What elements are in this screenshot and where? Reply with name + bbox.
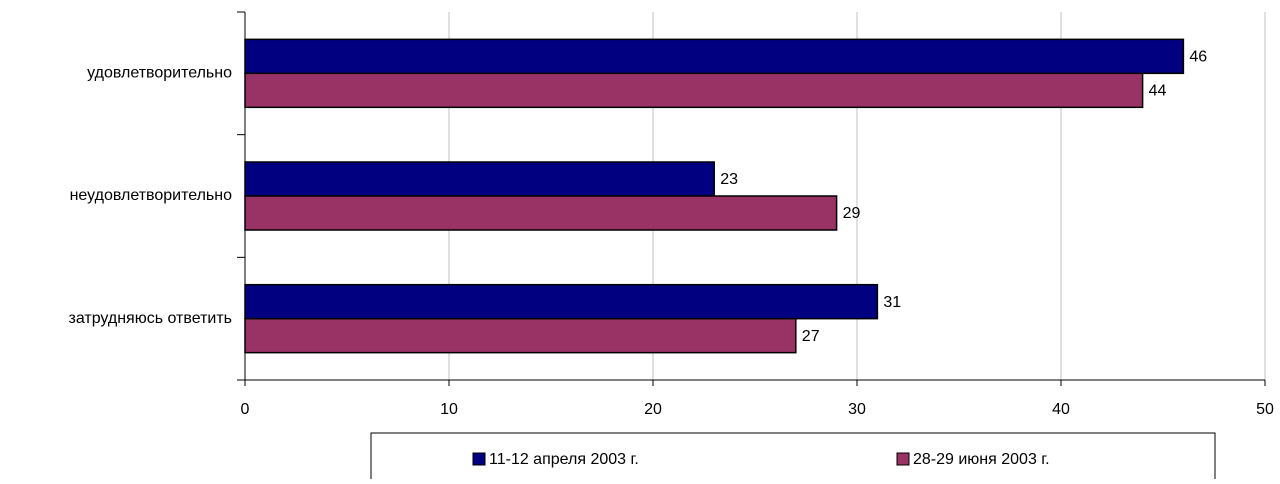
- legend-box: [370, 432, 1216, 484]
- y-tick-label: удовлетворительно: [87, 65, 232, 82]
- bar: [244, 283, 879, 320]
- x-tick-label: 50: [1256, 401, 1274, 418]
- data-label: 23: [720, 171, 738, 188]
- data-label: 31: [883, 294, 901, 311]
- data-label: 46: [1189, 49, 1207, 66]
- legend-swatch: [472, 452, 486, 466]
- bar: [244, 72, 1144, 109]
- x-tick-label: 10: [440, 401, 458, 418]
- bar: [244, 195, 838, 231]
- legend-label: 11-12 апреля 2003 г.: [489, 451, 639, 468]
- legend-label: 28-29 июня 2003 г.: [913, 451, 1050, 468]
- bar: [244, 317, 797, 354]
- data-label: 27: [802, 328, 820, 345]
- x-tick-label: 30: [848, 401, 866, 418]
- legend-swatch: [896, 452, 910, 466]
- x-tick-label: 40: [1052, 401, 1070, 418]
- bar: [244, 38, 1185, 75]
- x-tick-label: 20: [644, 401, 662, 418]
- data-label: 44: [1149, 83, 1167, 100]
- data-label: 29: [843, 205, 861, 222]
- x-tick-label: 0: [241, 401, 250, 418]
- y-tick-label: затрудняюсь ответить: [68, 310, 232, 327]
- bar: [244, 161, 715, 197]
- y-tick-label: неудовлетворительно: [70, 187, 233, 204]
